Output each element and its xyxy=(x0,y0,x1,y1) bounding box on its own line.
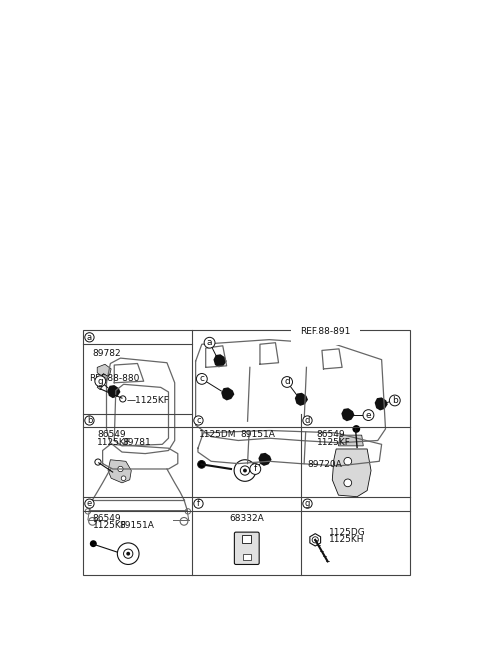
Circle shape xyxy=(194,416,203,425)
Polygon shape xyxy=(221,387,234,400)
Text: 89720A: 89720A xyxy=(308,460,342,469)
Text: 1125KF: 1125KF xyxy=(317,438,351,447)
Text: 1125KH: 1125KH xyxy=(329,535,365,544)
Text: 1125DM: 1125DM xyxy=(198,430,236,440)
Circle shape xyxy=(389,395,400,406)
Circle shape xyxy=(95,376,106,386)
Circle shape xyxy=(240,466,250,475)
Bar xyxy=(243,553,251,560)
Text: c: c xyxy=(199,375,204,383)
Text: e: e xyxy=(87,499,92,508)
Circle shape xyxy=(118,466,123,472)
Text: d: d xyxy=(284,377,290,386)
Circle shape xyxy=(194,499,203,508)
Text: REF.88-880: REF.88-880 xyxy=(89,374,139,383)
Text: f: f xyxy=(197,499,200,508)
Circle shape xyxy=(198,460,205,468)
Circle shape xyxy=(344,479,352,487)
Text: d: d xyxy=(305,416,310,425)
Circle shape xyxy=(312,536,318,543)
Text: a: a xyxy=(87,333,92,342)
Circle shape xyxy=(180,517,188,525)
Polygon shape xyxy=(258,453,272,466)
FancyBboxPatch shape xyxy=(234,532,259,565)
Text: a: a xyxy=(207,338,212,347)
Polygon shape xyxy=(310,534,321,546)
Circle shape xyxy=(243,468,247,472)
Circle shape xyxy=(90,540,97,547)
Circle shape xyxy=(344,457,352,465)
Circle shape xyxy=(121,476,126,481)
Polygon shape xyxy=(97,364,111,377)
Text: 86549: 86549 xyxy=(97,430,126,440)
Circle shape xyxy=(352,425,360,433)
Circle shape xyxy=(282,377,292,387)
Polygon shape xyxy=(295,393,308,406)
Text: 89781: 89781 xyxy=(122,438,151,447)
Bar xyxy=(83,330,410,575)
Polygon shape xyxy=(97,373,108,390)
Polygon shape xyxy=(341,408,355,421)
Circle shape xyxy=(117,543,139,565)
Text: c: c xyxy=(196,416,201,425)
Bar xyxy=(242,535,252,543)
Circle shape xyxy=(123,549,133,558)
Circle shape xyxy=(196,373,207,384)
Circle shape xyxy=(85,333,94,342)
Text: g: g xyxy=(305,499,310,508)
Text: 68332A: 68332A xyxy=(229,514,264,523)
Text: 1125KF: 1125KF xyxy=(93,521,126,531)
Circle shape xyxy=(95,459,101,465)
Text: e: e xyxy=(366,411,371,420)
Circle shape xyxy=(126,552,130,555)
Text: g: g xyxy=(97,377,103,386)
Text: b: b xyxy=(392,396,397,405)
Circle shape xyxy=(85,509,91,514)
Text: 1125DG: 1125DG xyxy=(329,527,366,536)
Text: —1125KF: —1125KF xyxy=(127,396,169,405)
Text: 89782: 89782 xyxy=(93,349,121,358)
Text: 86549: 86549 xyxy=(93,514,121,523)
Polygon shape xyxy=(338,435,363,446)
Text: 89151A: 89151A xyxy=(119,521,154,531)
Circle shape xyxy=(89,517,96,525)
Text: 86549: 86549 xyxy=(317,430,346,440)
Polygon shape xyxy=(107,385,120,398)
Text: 89151A: 89151A xyxy=(240,430,275,440)
Text: f: f xyxy=(253,464,257,474)
Text: REF.88-891: REF.88-891 xyxy=(300,328,350,336)
Circle shape xyxy=(234,460,256,481)
Polygon shape xyxy=(332,449,371,496)
Circle shape xyxy=(250,464,261,474)
Polygon shape xyxy=(108,460,132,483)
Circle shape xyxy=(185,509,191,514)
Circle shape xyxy=(303,416,312,425)
Text: 1125KF: 1125KF xyxy=(97,438,131,447)
Circle shape xyxy=(120,396,126,402)
Circle shape xyxy=(204,337,215,348)
Polygon shape xyxy=(375,398,388,411)
Circle shape xyxy=(303,499,312,508)
Text: b: b xyxy=(87,416,92,425)
Circle shape xyxy=(85,416,94,425)
Polygon shape xyxy=(214,354,227,367)
Circle shape xyxy=(85,499,94,508)
Circle shape xyxy=(363,409,374,421)
